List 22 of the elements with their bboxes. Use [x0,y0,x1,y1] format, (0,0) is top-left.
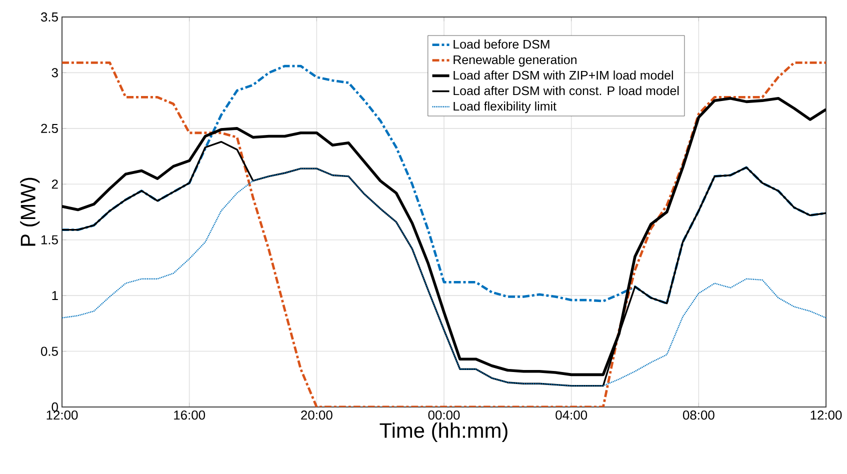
y-tick-label: 1 [52,291,58,300]
x-tick-label: 04:00 [556,410,588,420]
x-tick-label: 16:00 [174,410,206,420]
y-tick-label: 3.5 [40,12,58,22]
x-tick-label: 20:00 [301,410,332,420]
legend-label: Load before DSM [454,40,550,49]
y-tick-label: 2 [52,180,58,189]
y-axis-title: P (MW) [20,178,40,246]
x-tick-label: 12:00 [46,410,78,420]
y-tick-label: 0 [52,402,58,412]
legend-label: Load flexibility limit [454,102,556,114]
x-tick-label: 00:00 [428,410,460,420]
x-tick-label: 12:00 [810,410,842,420]
x-tick-label: 08:00 [682,410,714,420]
y-tick-label: 0.5 [40,346,58,356]
y-tick-label: 3 [52,68,58,78]
y-tick-label: 2.5 [41,124,58,134]
legend-label: Load after DSM with const. P load model [454,86,679,96]
legend-label: Load after DSM with ZIP+IM load model [454,70,673,80]
x-axis-title: Time (hh:mm) [380,422,508,442]
y-tick-label: 1.5 [41,235,58,244]
legend-label: Renewable generation [454,55,576,67]
